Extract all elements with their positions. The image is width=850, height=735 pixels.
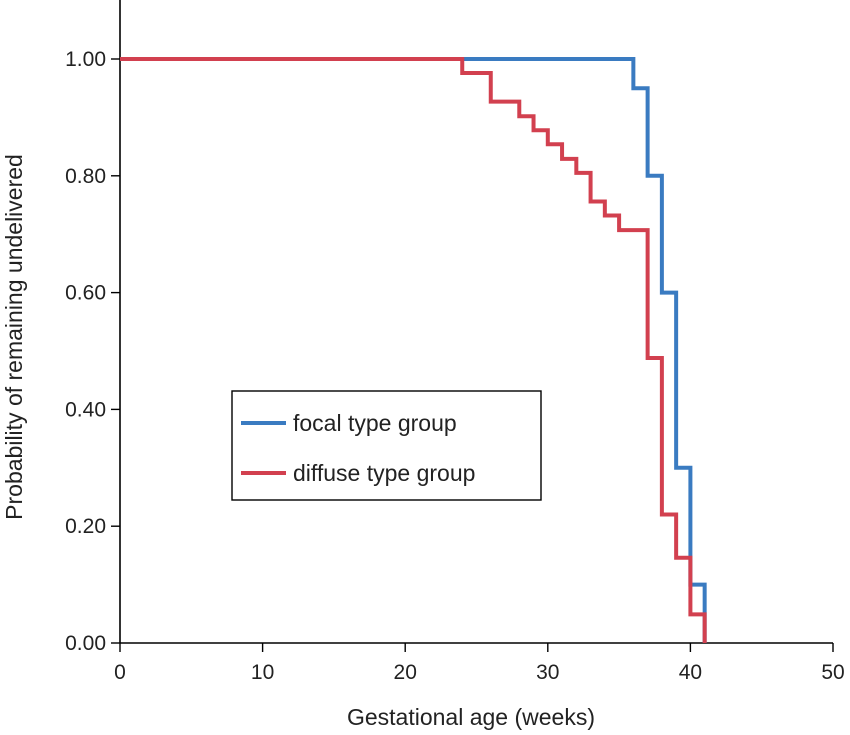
series-line-focal (120, 57, 707, 643)
legend-box (231, 390, 542, 501)
y-tick-label: 0.60 (65, 282, 106, 305)
y-tick-label: 1.00 (65, 48, 106, 71)
x-tick-label: 0 (114, 661, 126, 684)
y-tick-label: 0.80 (65, 165, 106, 188)
legend-label: diffuse type group (293, 460, 475, 486)
legend: focal type group diffuse type group (231, 390, 542, 501)
x-tick-label: 20 (394, 661, 417, 684)
y-axis-title: Probability of remaining undelivered (1, 154, 27, 520)
y-tick-label: 0.20 (65, 515, 106, 538)
x-tick-label: 30 (536, 661, 559, 684)
x-tick-label: 40 (679, 661, 702, 684)
y-tick-label: 0.40 (65, 398, 106, 421)
x-axis-title: Gestational age (weeks) (347, 704, 595, 730)
x-tick-label: 50 (821, 661, 844, 684)
y-tick-label: 0.00 (65, 632, 106, 655)
plot-area: 0 10 20 30 40 50 0.00 0.20 0.40 0.60 0.80 1.00 (65, 0, 845, 684)
legend-label: focal type group (293, 410, 457, 436)
x-tick-label: 10 (251, 661, 274, 684)
series-line-diffuse (120, 57, 707, 643)
